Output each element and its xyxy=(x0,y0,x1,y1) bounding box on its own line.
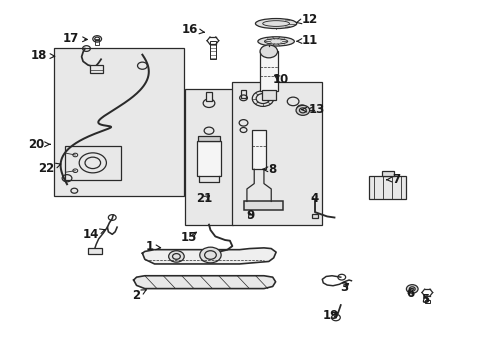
Bar xyxy=(260,51,277,91)
Text: 6: 6 xyxy=(406,287,414,300)
Bar xyxy=(381,171,393,176)
Text: 7: 7 xyxy=(386,173,400,186)
Text: 12: 12 xyxy=(296,13,318,26)
Polygon shape xyxy=(142,248,276,264)
Bar xyxy=(54,48,184,196)
Bar xyxy=(241,90,245,98)
Text: 22: 22 xyxy=(39,162,61,175)
Circle shape xyxy=(200,247,221,263)
Bar xyxy=(95,39,99,45)
Polygon shape xyxy=(133,276,275,289)
Text: 9: 9 xyxy=(245,209,254,222)
Bar xyxy=(209,41,215,59)
Bar xyxy=(232,82,322,225)
Circle shape xyxy=(406,285,417,293)
Circle shape xyxy=(260,45,277,58)
Text: 4: 4 xyxy=(310,192,319,205)
Text: 18: 18 xyxy=(31,49,55,62)
Bar xyxy=(185,89,232,225)
Text: 2: 2 xyxy=(132,288,146,302)
Bar xyxy=(90,65,103,73)
Bar xyxy=(424,300,429,303)
Text: 8: 8 xyxy=(262,163,276,176)
Circle shape xyxy=(168,251,184,262)
Text: 21: 21 xyxy=(196,193,212,206)
Ellipse shape xyxy=(257,37,294,46)
Text: 10: 10 xyxy=(272,73,288,86)
Ellipse shape xyxy=(255,18,296,28)
Text: 15: 15 xyxy=(181,231,197,244)
Text: 20: 20 xyxy=(28,138,50,151)
Text: 3: 3 xyxy=(340,281,348,294)
Text: 1: 1 xyxy=(145,240,160,253)
Circle shape xyxy=(295,105,309,115)
Bar xyxy=(88,248,102,254)
Text: 17: 17 xyxy=(62,32,87,45)
Bar xyxy=(64,146,120,180)
Text: 14: 14 xyxy=(83,228,105,241)
Bar xyxy=(261,90,276,100)
Bar xyxy=(197,141,221,176)
Text: 13: 13 xyxy=(302,103,324,116)
Text: 11: 11 xyxy=(296,34,318,47)
Bar xyxy=(311,214,318,218)
Bar xyxy=(198,136,219,141)
Bar xyxy=(251,130,266,169)
Text: 5: 5 xyxy=(420,293,428,306)
Text: 16: 16 xyxy=(182,23,204,36)
Bar xyxy=(244,202,283,210)
Bar xyxy=(369,176,406,199)
Text: 19: 19 xyxy=(322,309,339,322)
Bar xyxy=(205,93,212,102)
